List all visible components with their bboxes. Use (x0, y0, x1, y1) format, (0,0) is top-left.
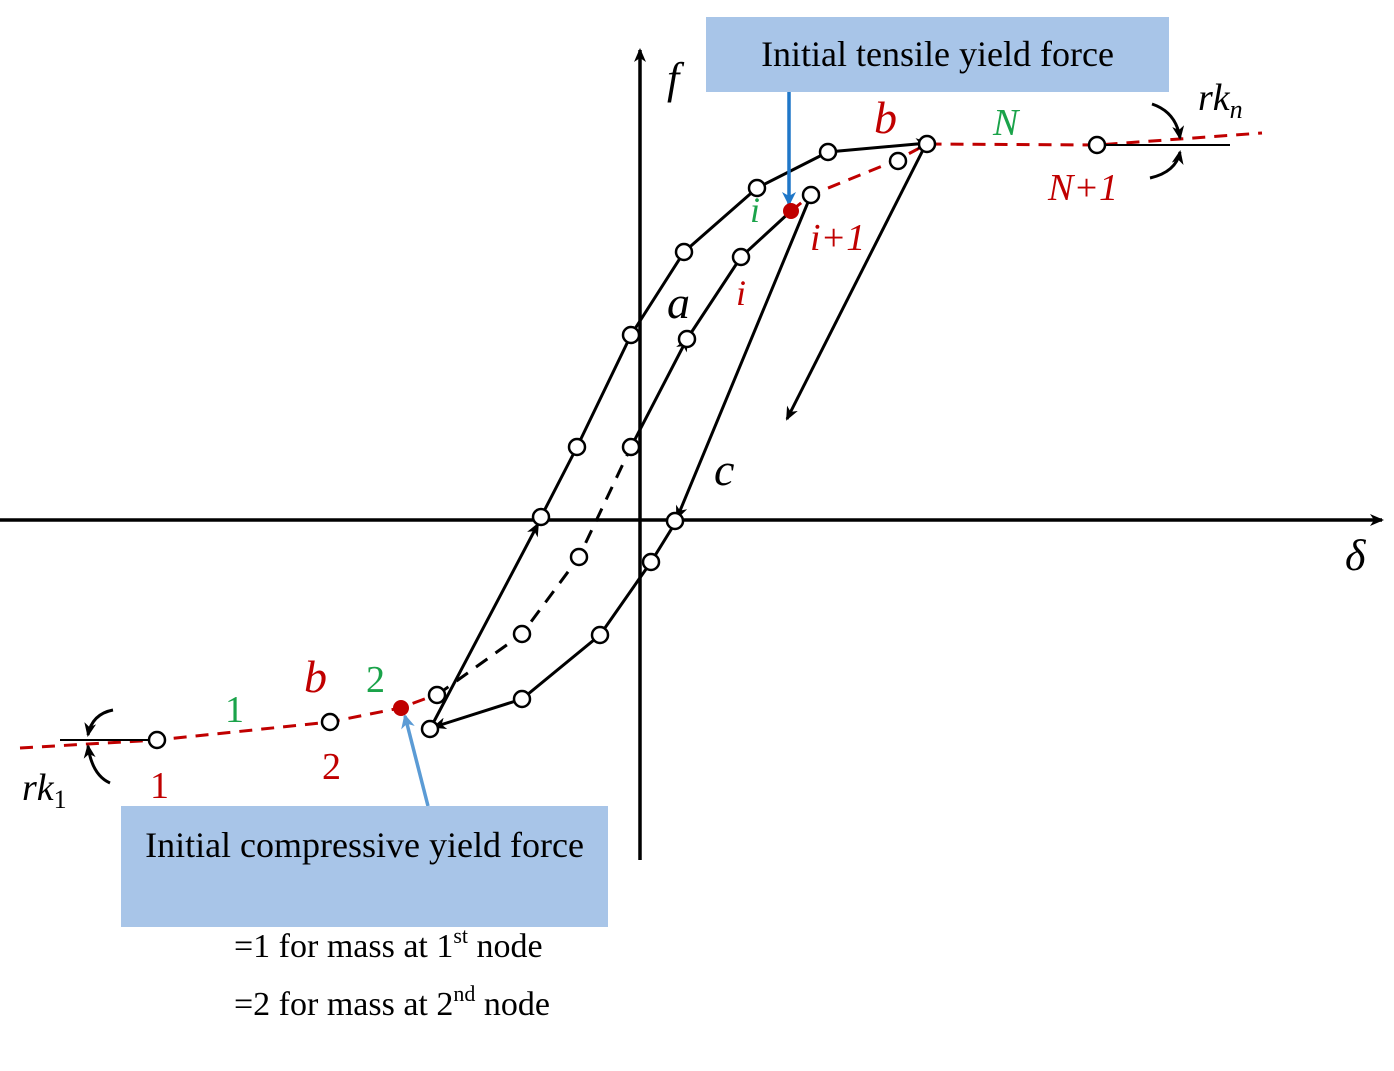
loop-outer-upper (539, 138, 930, 518)
node (621, 437, 641, 457)
note-2-sup: nd (453, 981, 476, 1006)
spring-label-rkn-sub: n (1230, 95, 1243, 124)
node (621, 325, 641, 345)
node (1087, 135, 1107, 155)
loop-reload (428, 522, 540, 730)
node (420, 719, 440, 739)
compressive-callout-arrow (401, 714, 430, 807)
node (590, 625, 610, 645)
unload-arrow-from-b (785, 147, 926, 421)
spring-label-rk1: rk1 (22, 767, 67, 814)
node-label-2: 2 (322, 746, 341, 788)
node (674, 242, 694, 262)
node-label-1: 1 (150, 765, 169, 807)
curve-label-b-upper: b (874, 92, 897, 143)
spring-arrow-right-top (1151, 102, 1185, 140)
node (801, 185, 821, 205)
node (531, 507, 551, 527)
node (731, 247, 751, 267)
note-1-sup: st (453, 923, 469, 948)
spring-arrow-left-bottom (83, 744, 111, 785)
node-group (147, 134, 1107, 750)
node (427, 685, 447, 705)
spring-label-rk1-base: rk (22, 767, 55, 809)
spring-label-rkn: rkn (1198, 77, 1243, 124)
node (665, 511, 685, 531)
note-1-prefix: =1 for mass at 1 (234, 928, 454, 965)
element-label-1: 1 (225, 689, 244, 731)
spring-arrow-right-bottom (1149, 150, 1184, 180)
spring-arrow-left-top (84, 708, 114, 737)
y-axis-label: f (667, 54, 685, 103)
node (888, 151, 908, 171)
tensile-yield-point (783, 203, 799, 219)
backbone-curve-upper (790, 131, 1263, 213)
note-2-suffix: node (475, 986, 550, 1023)
node (641, 552, 661, 572)
loop-virgin-curve (436, 446, 633, 697)
curve-label-a: a (667, 277, 690, 328)
loop-a-segment (629, 337, 689, 448)
node-label-i: i (736, 273, 746, 313)
node (569, 547, 589, 567)
compressive-yield-point (393, 700, 409, 716)
x-axis-label: δ (1345, 531, 1367, 580)
note-2-prefix: =2 for mass at 2 (234, 986, 454, 1023)
curve-label-b-lower: b (304, 651, 327, 702)
curve-label-c: c (714, 444, 734, 495)
node (747, 178, 767, 198)
note-mass-node-1: =1 for mass at 1st node (234, 925, 543, 966)
element-label-i: i (750, 190, 760, 230)
spring-label-rk1-sub: 1 (54, 785, 67, 814)
node-label-N-plus-1: N+1 (1047, 167, 1118, 209)
element-label-N: N (992, 102, 1021, 144)
node-label-i-plus-1: i+1 (810, 217, 865, 259)
tensile-yield-callout: Initial tensile yield force (706, 17, 1169, 92)
node (917, 134, 937, 154)
note-1-suffix: node (468, 928, 543, 965)
loop-c-unload (675, 194, 813, 520)
note-mass-node-2: =2 for mass at 2nd node (234, 983, 550, 1024)
node (677, 329, 697, 349)
node (512, 624, 532, 644)
node (147, 730, 167, 750)
spring-label-rkn-base: rk (1198, 77, 1231, 119)
compressive-yield-callout: Initial compressive yield force (121, 806, 608, 927)
node (818, 142, 838, 162)
node (512, 689, 532, 709)
node (567, 437, 587, 457)
element-label-2: 2 (366, 659, 385, 701)
node (320, 712, 340, 732)
